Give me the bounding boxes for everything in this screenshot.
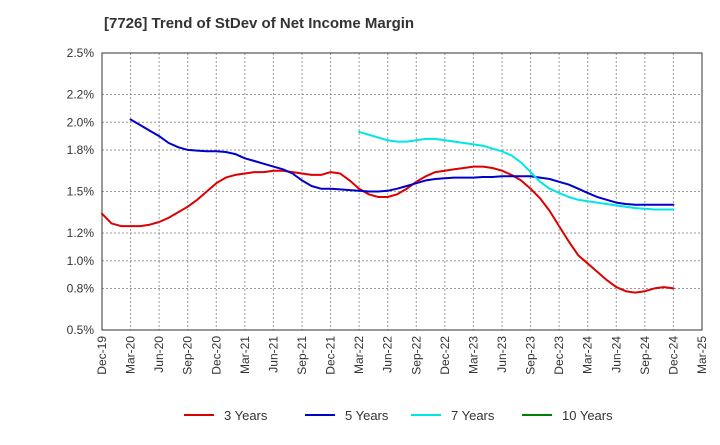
- series-line-5-years: [129, 118, 675, 206]
- x-tick-label: Dec-21: [324, 336, 338, 375]
- x-tick-label: Mar-20: [124, 336, 138, 374]
- series-lines: [101, 118, 675, 294]
- y-tick-label: 1.5%: [67, 185, 95, 199]
- series-line-3-years: [101, 165, 675, 294]
- series-line-7-years: [358, 130, 675, 211]
- axes: 0.5% 0.8% 1.0% 1.2% 1.5% 1.8% 2.0% 2.2% 2.5% Dec-…: [67, 46, 709, 375]
- x-tick-label: Jun-23: [495, 336, 509, 373]
- x-tick-label: Jun-20: [152, 336, 166, 373]
- x-tick-label: Jun-24: [609, 336, 623, 373]
- x-tick-label: Sep-22: [409, 336, 423, 375]
- legend-label-10-years: 10 Years: [562, 408, 613, 423]
- x-tick-label: Sep-23: [524, 336, 538, 375]
- x-tick-label: Dec-19: [95, 336, 109, 375]
- x-tick-label: Dec-22: [438, 336, 452, 375]
- x-tick-label: Sep-24: [638, 336, 652, 375]
- x-tick-label: Dec-20: [209, 336, 223, 375]
- y-tick-label: 2.0%: [67, 115, 95, 129]
- x-tick-label: Sep-21: [295, 336, 309, 375]
- plot-frame: [101, 52, 703, 331]
- x-tick-label: Mar-24: [581, 336, 595, 374]
- legend-label-5-years: 5 Years: [345, 408, 389, 423]
- x-tick-label: Dec-24: [666, 336, 680, 375]
- x-tick-label: Mar-23: [466, 336, 480, 374]
- y-tick-label: 1.8%: [67, 143, 95, 157]
- gridlines: [102, 53, 702, 330]
- x-tick-label: Dec-23: [552, 336, 566, 375]
- chart-title: [7726] Trend of StDev of Net Income Marg…: [104, 15, 415, 32]
- x-tick-label: Mar-25: [695, 336, 709, 374]
- x-tick-label: Jun-22: [381, 336, 395, 373]
- y-tick-label: 0.8%: [67, 281, 95, 295]
- x-tick-label: Sep-20: [181, 336, 195, 375]
- legend-label-3-years: 3 Years: [224, 408, 268, 423]
- x-tick-label: Jun-21: [266, 336, 280, 373]
- x-tick-label: Mar-21: [238, 336, 252, 374]
- y-tick-label: 1.2%: [67, 226, 95, 240]
- y-tick-label: 2.2%: [67, 88, 95, 102]
- y-tick-label: 1.0%: [67, 254, 95, 268]
- y-tick-label: 2.5%: [67, 46, 95, 60]
- legend-label-7-years: 7 Years: [451, 408, 495, 423]
- y-tick-label: 0.5%: [67, 323, 95, 337]
- legend: 3 Years 5 Years 7 Years 10 Years: [184, 408, 613, 423]
- x-tick-label: Mar-22: [352, 336, 366, 374]
